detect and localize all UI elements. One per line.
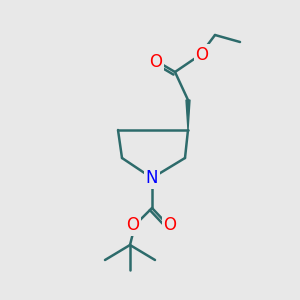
Polygon shape [186,100,190,130]
Text: O: O [127,216,140,234]
Text: O: O [149,53,163,71]
Text: O: O [164,216,176,234]
Text: N: N [146,169,158,187]
Text: O: O [196,46,208,64]
